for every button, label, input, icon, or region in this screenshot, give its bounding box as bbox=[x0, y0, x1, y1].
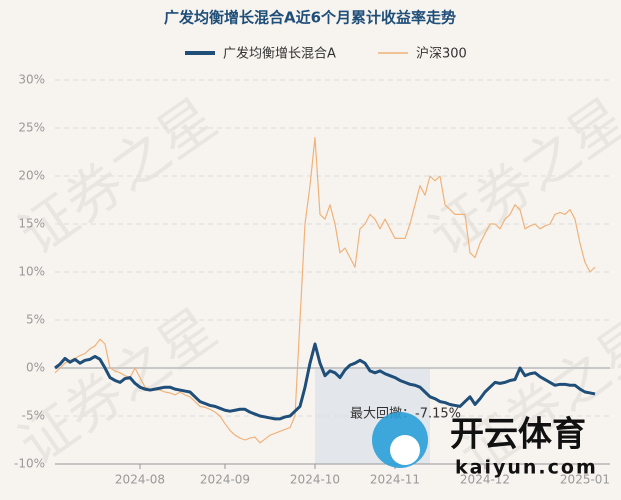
chart-title: 广发均衡增长混合A近6个月累计收益率走势 bbox=[164, 9, 456, 27]
y-tick-label: 15% bbox=[18, 217, 45, 231]
legend-label: 沪深300 bbox=[416, 46, 467, 62]
x-tick-label: 2024-10 bbox=[290, 473, 340, 487]
x-tick-label: 2024-12 bbox=[460, 473, 510, 487]
legend-label: 广发均衡增长混合A bbox=[223, 46, 336, 62]
logo-ball bbox=[390, 435, 420, 465]
x-tick-label: 2024-09 bbox=[200, 473, 250, 487]
x-tick-label: 2025-01 bbox=[560, 473, 610, 487]
y-tick-label: -5% bbox=[22, 409, 45, 423]
y-tick-label: 10% bbox=[18, 265, 45, 279]
watermark: 证券之星 bbox=[418, 86, 621, 268]
y-tick-label: 0% bbox=[26, 361, 45, 375]
series-line bbox=[54, 342, 596, 421]
x-tick-label: 2024-08 bbox=[115, 473, 165, 487]
y-tick-label: 30% bbox=[18, 73, 45, 87]
y-tick-label: 5% bbox=[26, 313, 45, 327]
x-tick-label: 2024-11 bbox=[370, 473, 420, 487]
series-line bbox=[54, 137, 596, 444]
y-tick-label: 20% bbox=[18, 169, 45, 183]
y-tick-label: -10% bbox=[14, 457, 45, 471]
y-tick-label: 25% bbox=[18, 121, 45, 135]
logo-name: 开云体育 bbox=[450, 415, 586, 455]
logo-url: kaiyun.com bbox=[455, 457, 598, 479]
